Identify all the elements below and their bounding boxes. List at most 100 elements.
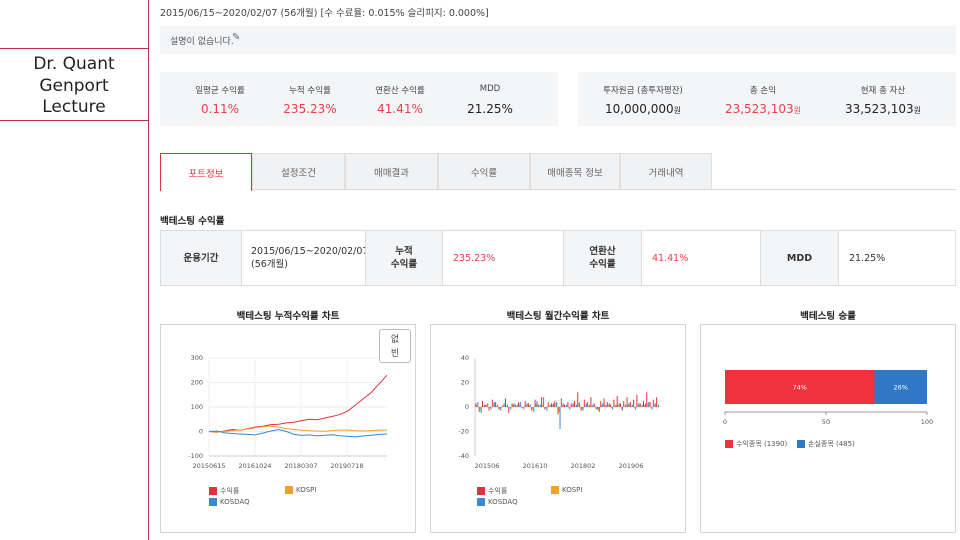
period-head: 운용기간 [161,231,241,285]
tab-port-info[interactable]: 포트정보 [160,153,252,191]
monthly-bar [657,405,659,407]
monthly-bar [536,400,538,408]
legend-kosdaq[interactable]: KOSDAQ [209,498,250,506]
lecture-line-1: Dr. Quant [33,54,115,74]
legend-returns[interactable]: 수익률 [209,486,239,496]
monthly-bar [577,392,579,407]
ann-head-line-2: 수익률 [589,259,616,270]
legend-loss-label: 손실종목 (485) [808,440,855,448]
principal-cell: 투자원금 (총투자평잔) 10,000,000원 [578,72,708,126]
legend-kospi-label: KOSPI [562,486,583,494]
annual-return-value: 41.41% [377,102,423,116]
tab-underline [160,189,956,190]
monthly-bar [581,407,583,410]
legend-returns[interactable]: 수익률 [477,486,507,496]
pencil-icon[interactable]: ✎ [232,32,241,43]
monthly-bar [637,404,639,407]
monthly-bar [515,405,517,407]
monthly-bar [642,400,644,408]
monthly-bar [648,402,650,407]
mdd-cell: MDD 21.25% [440,72,540,126]
backtest-period-header: 2015/06/15~2020/02/07 (56개월) [수 수료율: 0.0… [160,8,489,19]
monthly-bar [486,404,488,407]
monthly-bar [643,404,645,407]
monthly-bar [476,404,478,407]
monthly-bar [506,404,508,407]
monthly-bar [516,404,518,407]
legend-loss[interactable]: 손실종목 (485) [797,439,855,449]
monthly-bar [520,402,522,407]
monthly-bar [561,404,563,407]
y-tick-label: 200 [191,379,203,387]
monthly-bar [533,407,535,412]
cum-head-line-1: 누적 [395,246,413,257]
monthly-bar [625,404,627,407]
monthly-bar [620,407,622,410]
total-pl-unit: 원 [793,106,802,115]
monthly-bar [554,400,556,408]
tab-stock-info[interactable]: 매매종목 정보 [530,153,620,190]
monthly-bar [638,403,640,407]
monthly-bar [635,407,637,410]
legend-kospi[interactable]: KOSPI [285,486,316,494]
monthly-bar [492,403,494,407]
monthly-bar [623,400,625,408]
monthly-bar [610,404,612,407]
monthly-bar [656,397,658,407]
legend-kospi[interactable]: KOSPI [551,486,582,494]
monthly-bar [568,407,570,409]
summary-returns-panel: 일평균 수익률 0.11% 누적 수익률 235.23% 연환산 수익률 41.… [160,72,558,126]
monthly-bar [564,404,566,407]
monthly-bar [651,407,653,410]
winrate-segment [725,370,875,404]
tab-bar: 포트정보 설정조건 매매결과 수익률 매매종목 정보 거래내역 [160,153,956,191]
monthly-bar [535,403,537,407]
table-divider [563,231,564,285]
monthly-bar [518,402,520,407]
cumulative-chart-title: 백테스팅 누적수익률 차트 [236,311,340,322]
tab-returns[interactable]: 수익률 [438,153,530,190]
monthly-bar [614,405,616,407]
monthly-bar [608,403,610,407]
annual-return-label: 연환산 수익률 [375,86,425,96]
zoom-reset-button[interactable]: 없 빈 [379,329,411,363]
monthly-bar [513,403,515,407]
monthly-bar [605,404,607,407]
legend-kosdaq[interactable]: KOSDAQ [477,498,518,506]
cumulative-chart: 300 200 100 0 -100 20150615 20161024 20180307 20… [188,354,388,470]
monthly-bar [598,407,600,412]
ann-head: 연환산 수익률 [564,231,641,285]
total-pl-cell: 총 손익 23,523,103원 [698,72,828,126]
tab-settings[interactable]: 설정조건 [252,153,345,190]
tab-trade-history[interactable]: 거래내역 [620,153,712,190]
x-tick-label: 201506 [475,462,500,470]
x-tick-label: 20161024 [238,462,271,470]
monthly-bar [579,402,581,407]
monthly-bar [571,404,573,407]
lecture-line-2: Genport [39,75,109,96]
monthly-bar [626,397,628,407]
segment-label: 74% [793,384,807,392]
zoom-label-2: 빈 [390,349,400,359]
tab-trade-results[interactable]: 매매결과 [345,153,438,190]
monthly-bar [549,404,551,407]
monthly-bar [649,402,651,407]
x-tick-label: 20180307 [284,462,317,470]
monthly-bar [573,400,575,408]
table-divider [365,231,366,285]
legend-swatch [477,498,485,506]
total-asset-cell: 현재 총 자산 33,523,103원 [818,72,948,126]
table-divider [241,231,242,285]
legend-swatch [209,487,217,495]
total-asset-value: 33,523,103 [844,102,914,116]
legend-swatch [725,440,733,448]
monthly-bar [565,405,567,407]
monthly-bar [538,405,540,407]
monthly-bar [548,405,550,407]
legend-win[interactable]: 수익종목 (1390) [725,439,787,449]
winrate-chart-title: 백테스팅 승률 [800,311,856,322]
monthly-bar [551,404,553,407]
legend-kospi-label: KOSPI [296,486,317,494]
legend-returns-label: 수익률 [220,487,240,495]
period-months: (56개월) [251,259,288,270]
